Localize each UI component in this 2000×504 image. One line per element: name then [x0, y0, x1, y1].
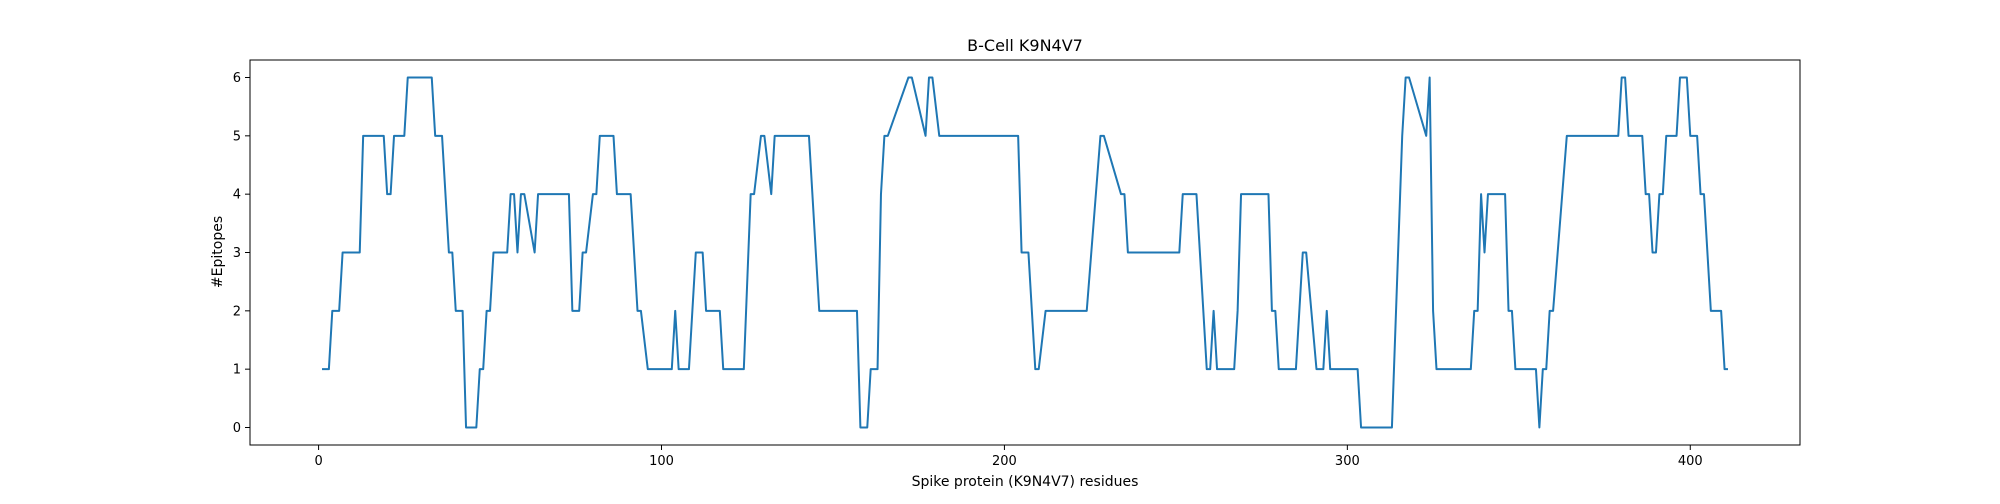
y-tick-label: 0	[233, 421, 241, 436]
y-axis-label: #Epitopes	[210, 216, 226, 288]
chart-title: B-Cell K9N4V7	[967, 36, 1083, 55]
y-tick-label: 1	[233, 363, 241, 378]
x-tick-label: 300	[1335, 454, 1360, 469]
y-tick-label: 3	[233, 246, 241, 261]
x-tick-label: 400	[1678, 454, 1703, 469]
y-tick-label: 5	[233, 129, 241, 144]
y-tick-label: 4	[233, 188, 241, 203]
y-axis: 0 1 2 3 4 5 6	[233, 71, 250, 436]
y-tick-label: 2	[233, 304, 241, 319]
x-tick-label: 200	[992, 454, 1017, 469]
x-tick-label: 100	[649, 454, 674, 469]
x-axis-label: Spike protein (K9N4V7) residues	[912, 474, 1139, 490]
x-tick-label: 0	[314, 454, 322, 469]
epitope-series-line	[322, 76, 1728, 429]
plot-layer	[322, 76, 1728, 429]
x-axis: 0 100 200 300 400	[314, 445, 1703, 469]
y-tick-label: 6	[233, 71, 241, 86]
